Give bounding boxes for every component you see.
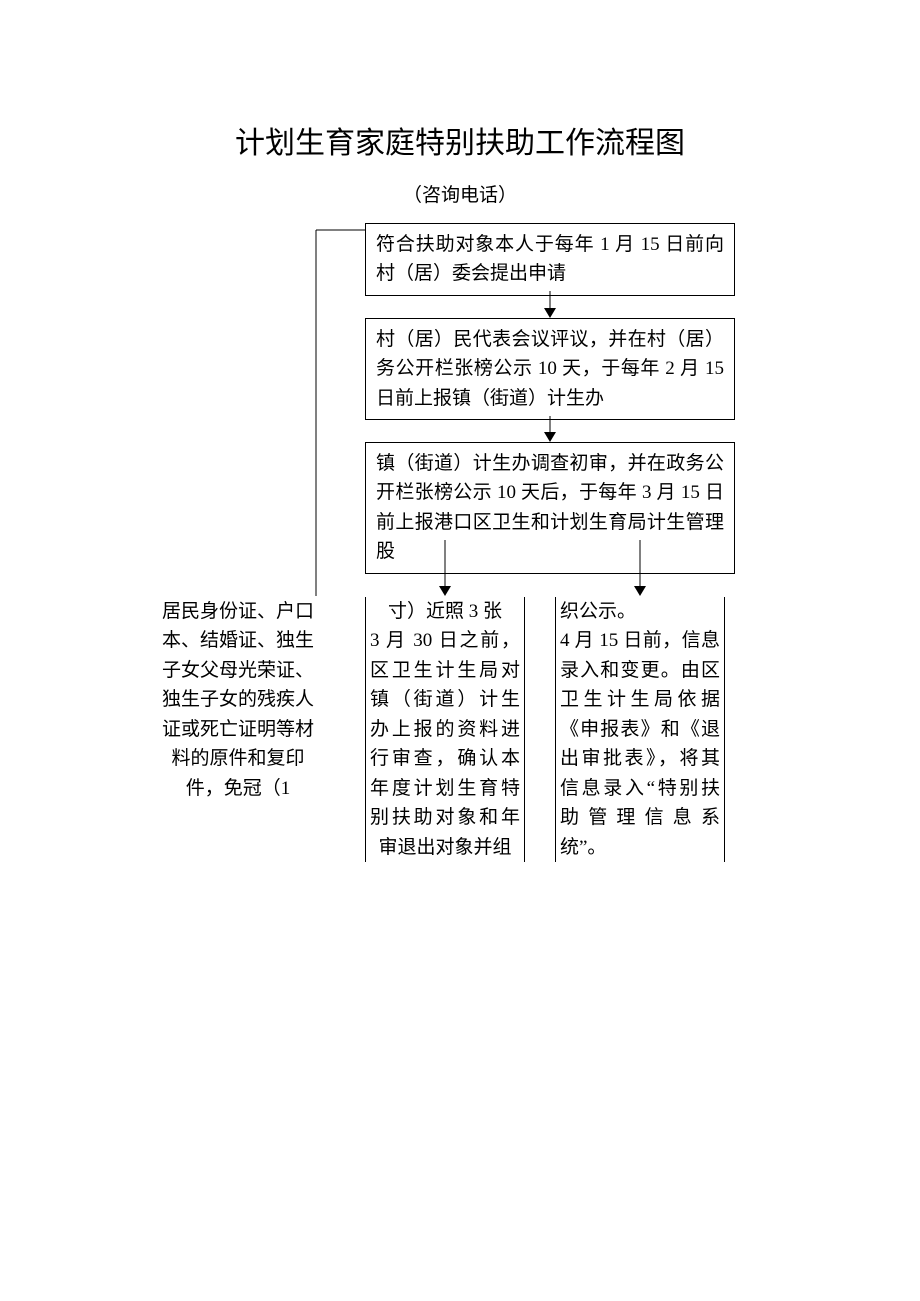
review-column: 寸）近照 3 张 3 月 30 日之前，区卫生计生局对镇（街道）计生办上报的资料… bbox=[365, 597, 525, 862]
flow-step-2: 村（居）民代表会议评议，并在村（居）务公开栏张榜公示 10 天，于每年 2 月 … bbox=[365, 318, 735, 420]
page-title: 计划生育家庭特别扶助工作流程图 bbox=[0, 118, 920, 162]
flow-step-1: 符合扶助对象本人于每年 1 月 15 日前向村（居）委会提出申请 bbox=[365, 223, 735, 296]
page-subtitle: （咨询电话） bbox=[0, 180, 920, 207]
entry-column: 织公示。 4 月 15 日前，信息录入和变更。由区卫生计生局依据《申报表》和《退… bbox=[555, 597, 725, 862]
materials-column: 居民身份证、户口本、结婚证、独生子女父母光荣证、独生子女的残疾人证或死亡证明等材… bbox=[158, 597, 318, 803]
flow-step-3: 镇（街道）计生办调查初审，并在政务公开栏张榜公示 10 天后，于每年 3 月 1… bbox=[365, 442, 735, 574]
